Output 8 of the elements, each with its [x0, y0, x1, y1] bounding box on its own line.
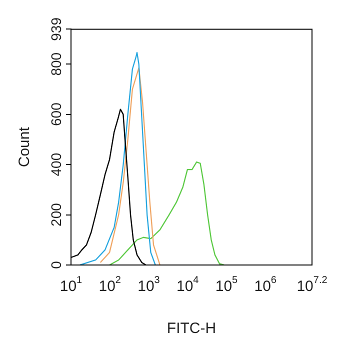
y-tick-label: 800 [48, 52, 64, 76]
y-tick-label: 939 [48, 17, 64, 41]
y-axis-title: Count [16, 126, 34, 168]
x-axis-title: FITC-H [166, 320, 216, 338]
y-tick-label: 0 [48, 260, 64, 269]
y-tick-label: 200 [48, 202, 64, 226]
y-tick-label: 600 [48, 102, 64, 126]
y-tick-label: 400 [48, 152, 64, 176]
